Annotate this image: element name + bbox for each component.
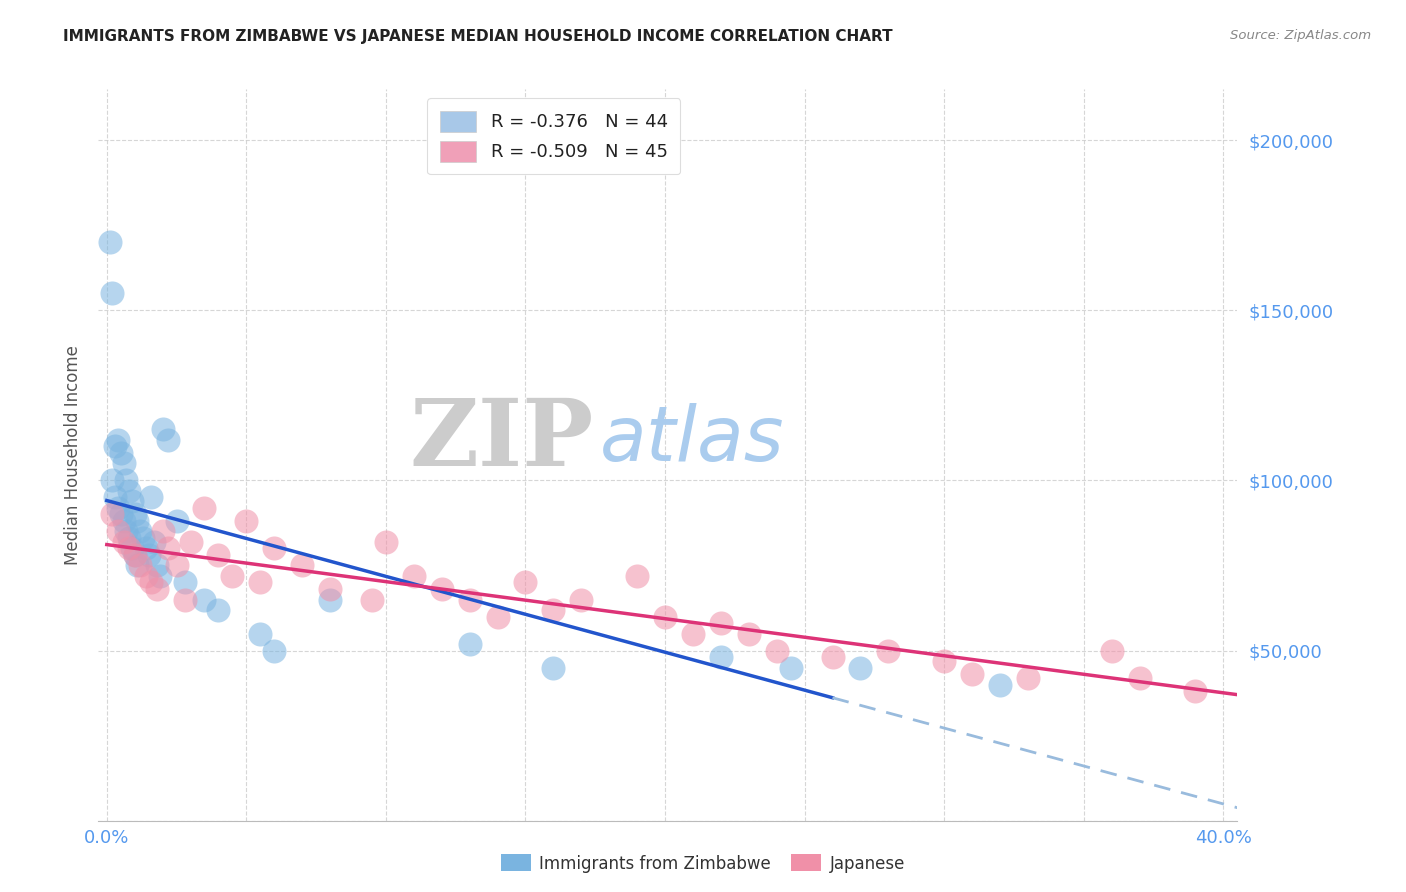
Point [263,643,285,657]
Text: Source: ZipAtlas.com: Source: ZipAtlas.com [1230,29,1371,42]
Point [135,568,157,582]
Point [101,286,124,301]
Point [207,549,229,563]
Point [374,534,396,549]
Point [107,433,129,447]
Point [124,549,146,563]
Point [710,650,733,665]
Text: IMMIGRANTS FROM ZIMBABWE VS JAPANESE MEDIAN HOUSEHOLD INCOME CORRELATION CHART: IMMIGRANTS FROM ZIMBABWE VS JAPANESE MED… [63,29,893,44]
Point [430,582,453,597]
Point [174,575,197,590]
Point [361,592,384,607]
Point [110,508,132,522]
Legend: R = -0.376   N = 44, R = -0.509   N = 45: R = -0.376 N = 44, R = -0.509 N = 45 [427,98,681,174]
Point [174,592,197,607]
Point [135,541,157,556]
Point [458,592,481,607]
Point [710,616,733,631]
Point [221,568,243,582]
Point [543,603,565,617]
Point [157,433,180,447]
Point [152,524,174,539]
Point [1101,643,1123,657]
Point [193,500,215,515]
Point [166,514,188,528]
Point [458,637,481,651]
Point [779,660,801,674]
Point [569,592,592,607]
Point [98,235,121,250]
Point [180,534,202,549]
Point [291,558,314,573]
Point [235,514,257,528]
Point [821,650,844,665]
Point [654,609,676,624]
Point [110,446,132,460]
Point [146,582,169,597]
Point [249,575,271,590]
Text: atlas: atlas [599,403,785,477]
Point [101,474,124,488]
Point [988,677,1011,691]
Point [118,483,141,498]
Point [141,575,163,590]
Point [207,603,229,617]
Point [765,643,787,657]
Point [107,500,129,515]
Point [124,549,146,563]
Point [121,493,143,508]
Point [849,660,872,674]
Point [1184,684,1206,698]
Point [118,541,141,556]
Point [138,549,160,563]
Point [141,491,163,505]
Point [515,575,537,590]
Point [166,558,188,573]
Point [152,422,174,436]
Point [319,582,342,597]
Point [112,514,135,528]
Point [486,609,509,624]
Point [104,491,127,505]
Text: ZIP: ZIP [409,395,593,485]
Point [115,524,138,539]
Point [121,541,143,556]
Point [101,508,124,522]
Point [626,568,648,582]
Point [1017,671,1039,685]
Point [960,667,983,681]
Point [115,474,138,488]
Point [112,457,135,471]
Point [129,558,152,573]
Point [682,626,704,640]
Point [1129,671,1152,685]
Point [319,592,342,607]
Point [263,541,285,556]
Point [129,524,152,539]
Point [738,626,761,640]
Y-axis label: Median Household Income: Median Household Income [63,345,82,565]
Point [127,514,149,528]
Point [146,558,169,573]
Point [127,558,149,573]
Point [193,592,215,607]
Point [249,626,271,640]
Point [104,439,127,453]
Point [402,568,425,582]
Point [543,660,565,674]
Point [877,643,900,657]
Point [149,568,172,582]
Legend: Immigrants from Zimbabwe, Japanese: Immigrants from Zimbabwe, Japanese [495,847,911,880]
Point [132,531,155,545]
Point [124,508,146,522]
Point [143,534,166,549]
Point [157,541,180,556]
Point [118,531,141,545]
Point [112,534,135,549]
Point [107,524,129,539]
Point [934,654,956,668]
